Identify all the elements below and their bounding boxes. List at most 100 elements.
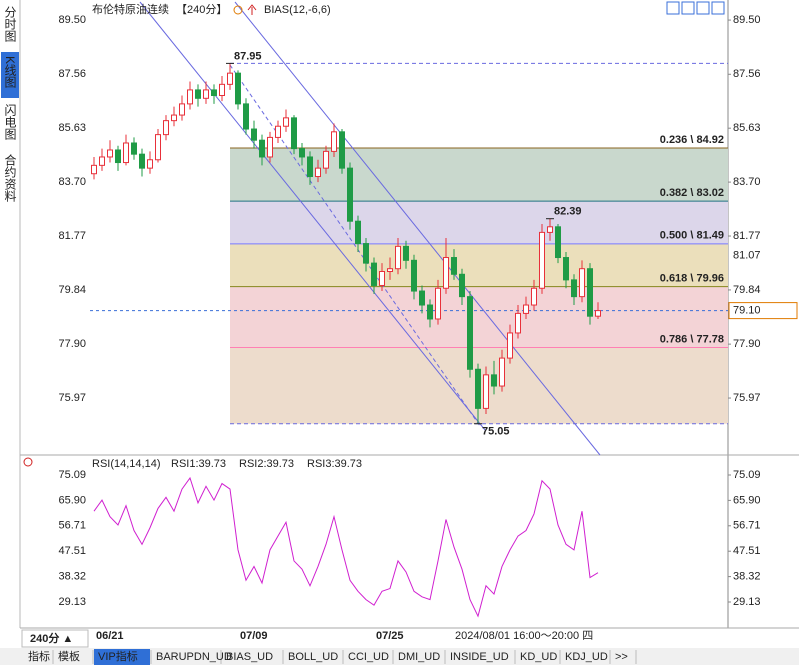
candle-body [427, 304, 433, 320]
y-tick-label: 85.63 [733, 122, 761, 134]
sidebar-tab[interactable]: 分时图 [3, 6, 17, 42]
candle-body [299, 148, 305, 158]
last-price-label: 79.10 [733, 305, 761, 317]
crosshair-time: 2024/08/01 16:00～20:00 四 [455, 630, 593, 642]
channel-line [234, 1, 601, 456]
left-tick-label: 56.71 [58, 520, 86, 532]
period-button-label[interactable]: 240分 ▲ [30, 631, 73, 645]
left-tick-label: 65.90 [58, 494, 86, 506]
candle-body [131, 142, 137, 155]
tab[interactable]: INSIDE_UD [450, 651, 509, 663]
candle-body [579, 268, 585, 298]
candle-body [571, 279, 577, 298]
period-label: 【240分】 [176, 3, 227, 16]
tab[interactable]: >> [615, 651, 628, 663]
candle-body [347, 167, 353, 222]
trend-line [229, 64, 481, 427]
fib-band [230, 201, 728, 244]
candle-body [587, 268, 593, 317]
candle-body [323, 150, 329, 169]
candle-body [267, 136, 273, 158]
candle-body [283, 117, 289, 127]
period-button[interactable] [21, 629, 89, 648]
candle-body [163, 120, 169, 136]
candle-body [291, 117, 297, 150]
tab[interactable]: CCI_UD [348, 651, 389, 663]
x-tick-label: 07/09 [240, 630, 268, 642]
sidebar-tab[interactable]: 合约资料 [3, 153, 17, 202]
left-tick-label: 85.63 [58, 122, 86, 134]
y-tick-label: 87.56 [733, 68, 761, 80]
y-tick-label: 81.77 [733, 230, 761, 242]
tab[interactable]: KDJ_UD [565, 651, 608, 663]
icon[interactable] [711, 1, 725, 15]
candle-body [523, 304, 529, 314]
candle-body [251, 128, 257, 141]
candle-body [235, 72, 241, 105]
legend-entry: RSI3:39.73 [307, 458, 362, 470]
candle-body [595, 310, 601, 317]
tab[interactable]: BIAS_UD [226, 651, 273, 663]
icon[interactable] [681, 1, 695, 15]
candle-body [219, 83, 225, 97]
candle-body [515, 312, 521, 334]
tab[interactable]: 指标 [28, 649, 50, 663]
candle-body [259, 139, 265, 158]
y-tick-label: 77.90 [733, 338, 761, 350]
candle-body [387, 268, 393, 272]
candle-body [203, 89, 209, 99]
candle-body [547, 226, 553, 233]
icon[interactable] [696, 1, 710, 15]
candle-body [459, 273, 465, 298]
candle-body [491, 374, 497, 387]
left-tick-label: 79.84 [58, 284, 86, 296]
tab[interactable]: KD_UD [520, 651, 557, 663]
settings-icon[interactable] [23, 457, 33, 467]
candle-body [315, 167, 321, 178]
indicator-label: BIAS(12,-6,6) [264, 4, 331, 16]
y-tick-label: 65.90 [733, 494, 761, 506]
fib-band [230, 243, 728, 287]
left-tick-label: 89.50 [58, 14, 86, 26]
fib-band [230, 286, 728, 348]
candle-body [187, 89, 193, 105]
candle-body [179, 103, 185, 116]
candle-body [275, 125, 281, 138]
candle-body [499, 357, 505, 387]
y-tick-label: 75.97 [733, 392, 761, 404]
extreme-label: 87.95 [234, 50, 262, 62]
channel-line [139, 1, 486, 431]
left-tick-label: 75.97 [58, 392, 86, 404]
chart-title: 布伦特原油连续 [92, 2, 169, 16]
icon[interactable] [666, 1, 680, 15]
tab[interactable]: 模板 [58, 649, 80, 663]
tab[interactable]: BARUPDN_UD [156, 651, 232, 663]
tab[interactable]: DMI_UD [398, 651, 440, 663]
candle-body [195, 89, 201, 99]
window-icons [666, 1, 725, 15]
legend-entry: RSI2:39.73 [239, 458, 294, 470]
candle-body [451, 257, 457, 275]
candle-body [147, 159, 153, 169]
tab[interactable]: BOLL_UD [288, 651, 338, 663]
left-tick-label: 29.13 [58, 596, 86, 608]
sidebar-tab[interactable]: 闪电图 [3, 104, 17, 140]
candle-body [339, 131, 345, 169]
sidebar-tab[interactable]: K线图 [3, 56, 17, 88]
candle-body [467, 296, 473, 370]
left-tick-label: 81.77 [58, 230, 86, 242]
y-tick-label: 75.09 [733, 469, 761, 481]
crosshair-price: 81.07 [733, 249, 761, 261]
left-tick-label: 75.09 [58, 469, 86, 481]
y-tick-label: 29.13 [733, 596, 761, 608]
tab[interactable]: VIP指标 [98, 649, 138, 663]
fib-label: 0.618 \ 79.96 [660, 272, 724, 284]
candle-body [507, 332, 513, 359]
candle-body [379, 270, 385, 286]
candle-body [99, 156, 105, 166]
candle-body [227, 72, 233, 85]
candle-body [403, 245, 409, 261]
